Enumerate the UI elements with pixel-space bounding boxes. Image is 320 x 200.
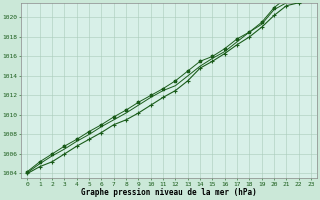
X-axis label: Graphe pression niveau de la mer (hPa): Graphe pression niveau de la mer (hPa) xyxy=(81,188,257,197)
